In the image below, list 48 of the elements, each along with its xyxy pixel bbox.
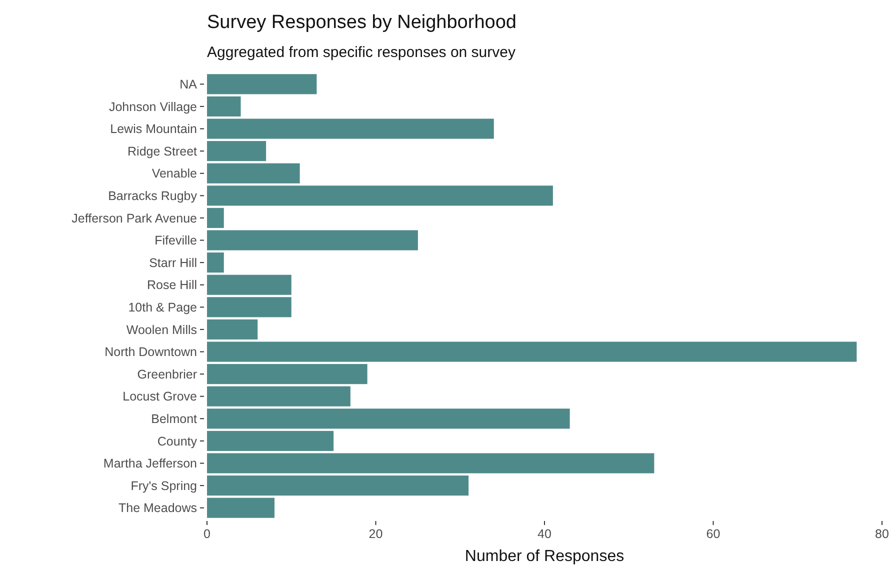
bar <box>207 274 292 295</box>
bar <box>207 96 241 116</box>
bar <box>207 342 857 362</box>
x-tick-label: 0 <box>204 527 211 541</box>
y-tick-label: Starr Hill <box>149 256 197 270</box>
x-tick-label: 40 <box>538 527 552 541</box>
bar <box>207 498 274 518</box>
x-tick-label: 80 <box>875 527 889 541</box>
y-tick-label: Johnson Village <box>108 100 198 114</box>
x-axis-title: Number of Responses <box>464 548 624 565</box>
y-tick-label: Martha Jefferson <box>103 456 198 471</box>
bar <box>207 252 224 273</box>
bar <box>207 319 258 340</box>
y-tick-label: Jefferson Park Avenue <box>72 211 198 226</box>
bar <box>207 118 494 139</box>
bar <box>207 364 368 384</box>
bar <box>207 74 317 94</box>
bar <box>207 141 266 162</box>
y-tick-label: The Meadows <box>118 501 197 516</box>
y-tick-label: Fifeville <box>154 234 198 248</box>
bar <box>207 230 418 250</box>
y-tick-label: Locust Grove <box>122 390 198 404</box>
y-tick-label: Woolen Mills <box>126 322 197 337</box>
y-tick-label: Barracks Rugby <box>108 189 198 204</box>
y-tick-label: North Downtown <box>104 345 198 360</box>
y-tick-label: NA <box>180 78 198 92</box>
y-tick-label: Lewis Mountain <box>110 122 198 136</box>
bar <box>207 476 469 496</box>
y-tick-label: Venable <box>152 166 198 181</box>
bar <box>207 186 553 206</box>
chart-subtitle: Aggregated from specific responses on survey <box>207 44 516 61</box>
y-tick-label: Greenbrier <box>137 367 197 382</box>
y-tick-label: Rose Hill <box>146 278 197 292</box>
y-tick-label: Belmont <box>151 412 198 426</box>
y-tick-label: Fry's Spring <box>130 478 198 493</box>
y-tick-label: 10th & Page <box>128 300 198 315</box>
bar <box>207 408 570 429</box>
bar <box>207 386 350 406</box>
chart-title: Survey Responses by Neighborhood <box>207 12 516 33</box>
bar <box>207 297 292 318</box>
bar <box>207 430 334 451</box>
bar <box>207 163 300 184</box>
bar <box>207 208 224 228</box>
bar <box>207 453 654 474</box>
y-tick-label: County <box>157 434 198 448</box>
x-tick-label: 20 <box>368 527 383 541</box>
y-tick-label: Ridge Street <box>128 144 198 158</box>
x-tick-label: 60 <box>706 527 720 541</box>
